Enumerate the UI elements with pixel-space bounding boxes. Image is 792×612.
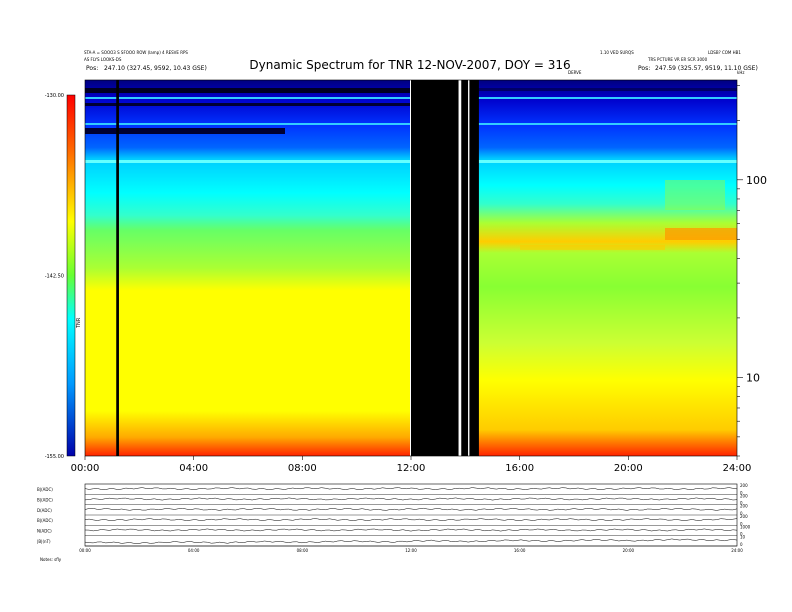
lower-x-tick-label: 16:00 [514, 548, 526, 553]
right-axis-unit: kHz [737, 70, 744, 75]
colorbar-tick-label: -142.50 [45, 274, 64, 280]
colorbar-tick-label: -130.00 [45, 93, 64, 99]
header-right-pos-value: 247.59 (325.57, 9519, 11.10 GSE) [655, 65, 758, 72]
lower-row-right-tick: 200 [740, 493, 748, 498]
cyan-line-2-right [474, 123, 737, 125]
y-tick-label: 10 [746, 371, 760, 384]
header-right-line2: TRS PCTURE VR ER SCR 3000 [647, 57, 708, 62]
colorbar-ticks: -130.00 -142.50 -155.00 [45, 93, 64, 460]
lower-x-tick-label: 08:00 [297, 548, 309, 553]
lower-panels: B|(ADC)2000B|(ADC)2000D(ADC)2000B|(ADC)2… [37, 483, 751, 553]
lower-row-trace [84, 487, 738, 490]
lower-row-right-tick: 0 [740, 501, 743, 506]
lower-footer: Notes: sfly [40, 557, 62, 562]
cyan-line-left [85, 97, 410, 99]
lower-row-trace [84, 538, 738, 544]
y-tick-label: 100 [746, 174, 767, 187]
lower-row-right-tick: 0 [740, 532, 743, 537]
x-tick-label: 16:00 [505, 463, 534, 474]
colorbar-tick-label: -155.00 [45, 454, 64, 460]
data-gap [469, 80, 479, 456]
lower-row-right-tick: 200 [740, 483, 748, 488]
x-tick-label: 08:00 [288, 463, 317, 474]
orange-band-right [665, 228, 737, 240]
lower-row-label: B|(ADC) [37, 487, 53, 492]
header-left-line1: STA-A = SOOO3 S SFOOO ROW (lamp) 4 RESVE… [84, 50, 188, 55]
lower-row-label: |B|(nT) [37, 539, 51, 544]
lower-row-trace [84, 528, 738, 532]
cyan-line-3-right [474, 160, 737, 163]
lower-row-label: D(ADC) [37, 508, 52, 513]
orange-band-mid [520, 245, 665, 250]
data-gap [411, 80, 459, 456]
header-right-line1: 1.10 VED SURQS [600, 50, 634, 55]
x-tick-label: 24:00 [723, 463, 752, 474]
cyan-line-right [474, 97, 737, 99]
spectrum-panel [84, 79, 738, 457]
yellow-patch-right [665, 180, 725, 210]
lower-x-tick-label: 04:00 [188, 548, 200, 553]
header-right-line1b: LDSB? COM HB1 [708, 50, 741, 55]
cyan-line-2-left [85, 123, 410, 125]
x-tick-label: 00:00 [71, 463, 100, 474]
lower-row-trace [84, 507, 738, 511]
lower-row-trace [84, 518, 738, 521]
lower-row-right-tick: 0 [740, 511, 743, 516]
spectrum-right-block [474, 80, 737, 456]
lower-row-label: B|(ADC) [37, 498, 53, 503]
header-left-pos-value: 247.10 (327.45, 9592, 10.43 GSE) [104, 65, 207, 72]
lower-row-label: N(ADC) [37, 529, 52, 534]
lower-row-right-tick: 0 [740, 490, 743, 495]
lower-row-right-tick: 10 [740, 535, 746, 540]
x-tick-label: 20:00 [614, 463, 643, 474]
x-time-axis: 00:00 04:00 08:00 12:00 16:00 20:00 24:00 [71, 456, 752, 474]
lower-row-right-tick: 0 [740, 542, 743, 547]
colorbar-label: TNR [76, 317, 82, 329]
lower-row-right-tick: 200 [740, 514, 748, 519]
data-gap [116, 80, 119, 456]
x-tick-label: 04:00 [179, 463, 208, 474]
right-frequency-axis: 100 10 [737, 85, 767, 457]
top-black-band-right [474, 88, 737, 91]
data-gaps [116, 80, 479, 456]
top-black-band-left [85, 88, 410, 93]
lower-x-tick-label: 20:00 [623, 548, 635, 553]
x-tick-label: 12:00 [397, 463, 426, 474]
header-right-pos-label: Pos: [638, 65, 650, 72]
lower-row-right-tick: 200 [740, 504, 748, 509]
black-band-3 [85, 128, 285, 134]
data-gap [461, 80, 469, 456]
header-left-pos-label: Pos: [86, 65, 98, 72]
lower-x-tick-label: 24:00 [731, 548, 743, 553]
lower-row-label: B|(ADC) [37, 518, 53, 523]
lower-row-trace [84, 497, 738, 501]
header-left-line2: AS FLYS LOOKS-DS [84, 57, 122, 62]
black-band-2 [85, 103, 410, 106]
chart-title: Dynamic Spectrum for TNR 12-NOV-2007, DO… [249, 58, 570, 72]
lower-x-tick-label: 12:00 [405, 548, 417, 553]
x-unit-label: DERVE [568, 70, 582, 75]
lower-x-tick-label: 00:00 [79, 548, 91, 553]
colorbar [66, 94, 76, 457]
spectrum-left-block [85, 80, 410, 456]
lower-row-right-tick: 0 [740, 521, 743, 526]
lower-row-right-tick: 1000 [740, 524, 751, 529]
cyan-line-3-left [85, 160, 410, 163]
